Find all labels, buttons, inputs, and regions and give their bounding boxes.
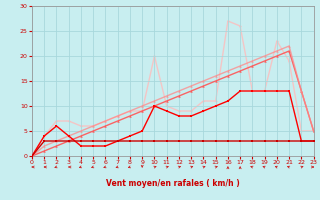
X-axis label: Vent moyen/en rafales ( km/h ): Vent moyen/en rafales ( km/h ) bbox=[106, 179, 240, 188]
